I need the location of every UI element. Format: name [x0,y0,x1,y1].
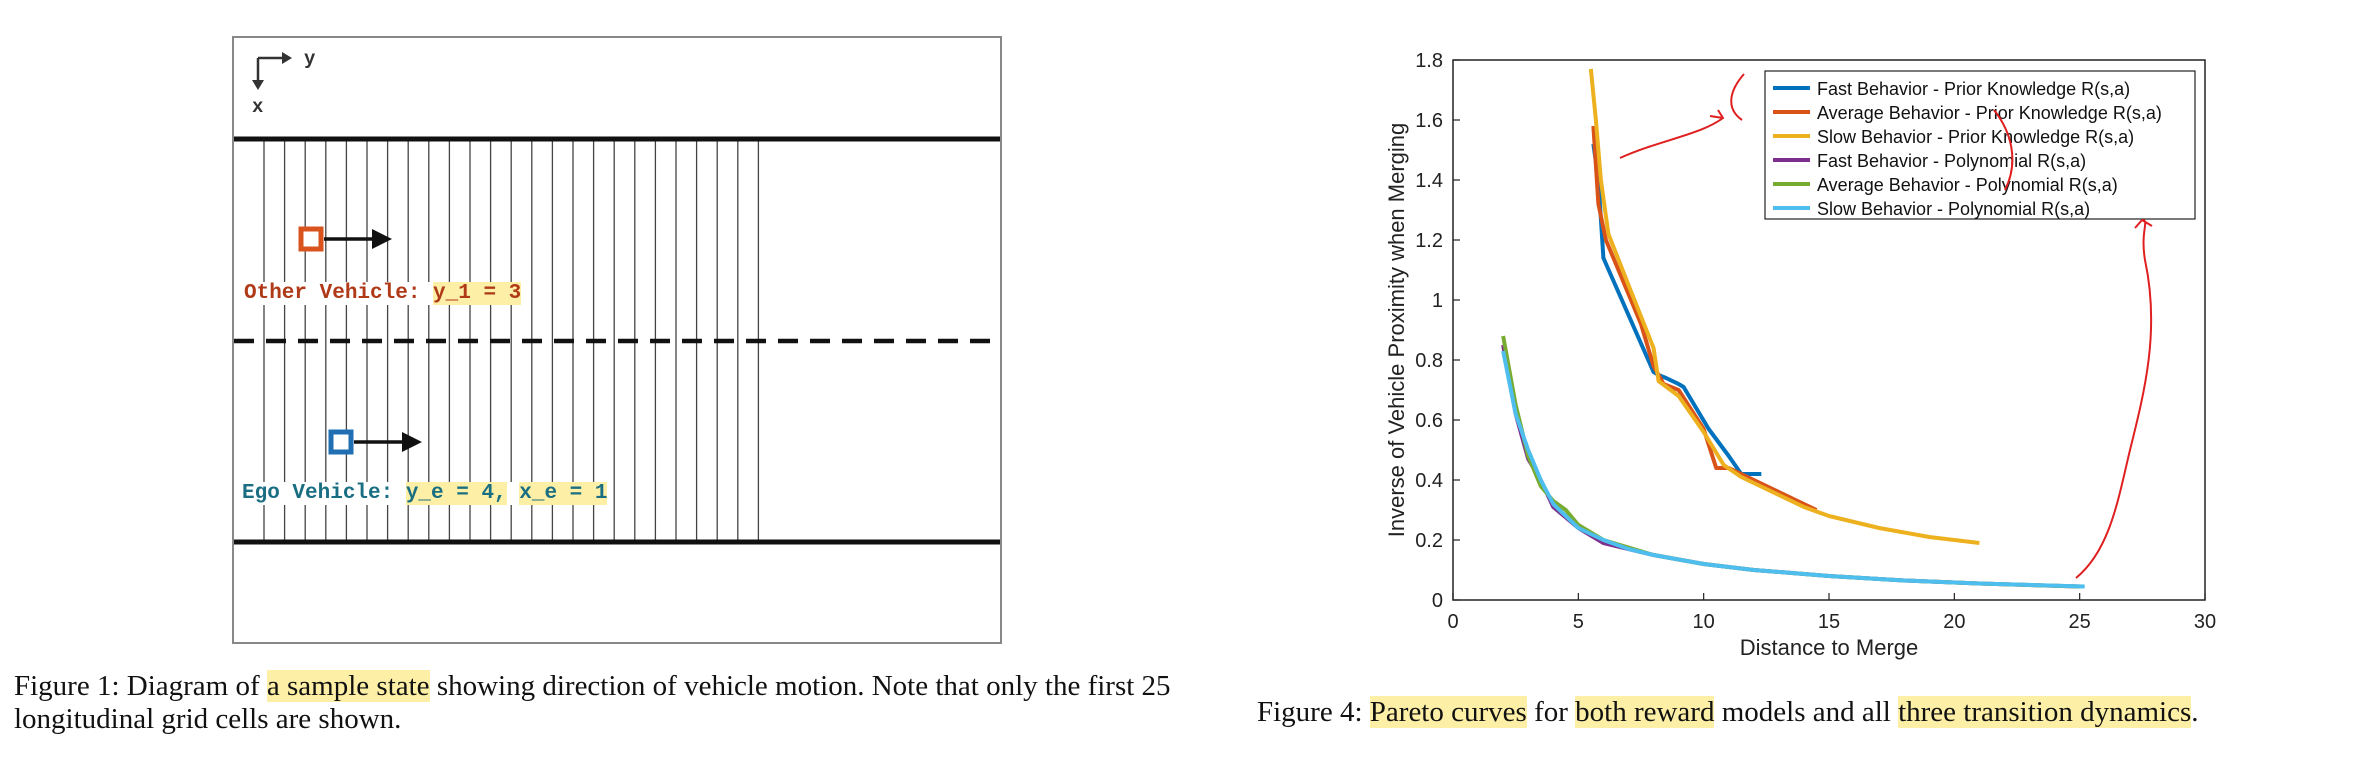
fig4-caption-d: . [2191,696,2199,728]
annotation-brace [1730,73,1745,121]
fig4-caption-b: for [1526,696,1576,728]
figure4-caption: Figure 4: Pareto curves for both reward … [1257,696,2357,729]
y-tick-label: 1 [1432,290,1443,312]
legend-items: Fast Behavior - Prior Knowledge R(s,a) Av… [1773,79,2162,219]
ego-vehicle-arrow-icon [402,432,422,452]
fig1-caption-c: longitudinal grid cells are shown. [14,703,402,735]
y-tick-label: 1.4 [1415,170,1443,192]
other-vehicle-arrow-icon [372,229,392,249]
y-tick-label: 0.6 [1415,410,1443,432]
y-tick-label: 1.8 [1415,50,1443,72]
annotation-arrow-1 [1619,109,1725,159]
axes-indicator: y x [252,48,316,118]
x-tick-label: 20 [1943,611,1965,633]
handwritten-annotations [1619,73,2153,579]
pareto-chart: 0 5 10 15 20 25 30 0 0.2 0.4 0.6 0.8 1 1.2 1.4 1.6 1.8 D… [1384,50,2216,660]
fig4-caption-hl2: both reward [1575,696,1715,728]
legend-entry: Average Behavior - Prior Knowledge R(s,a… [1817,103,2162,123]
y-tick-label: 0.4 [1415,470,1443,492]
ego-label-var2: x_e = 1 [519,482,608,505]
x-axis-label: Distance to Merge [1740,635,1919,660]
series-line-5 [1501,350,2085,589]
series-lines [1501,68,2085,589]
y-axis-label: Inverse of Vehicle Proximity when Mergin… [1384,123,1409,538]
fig4-caption-c: models and all [1714,696,1899,728]
x-tick-label: 5 [1573,611,1584,633]
series-line-0 [1591,143,1762,476]
x-tick-label: 15 [1818,611,1840,633]
ego-label-var1: y_e = 4, [405,482,507,505]
axis-x-label: x [252,96,263,118]
annotation-brace-2 [1993,109,2014,191]
x-tick-label: 10 [1693,611,1715,633]
annotation-arrow-2 [2075,219,2153,579]
x-tick-label: 25 [2069,611,2091,633]
ego-vehicle [328,429,422,455]
y-tick-label: 1.6 [1415,110,1443,132]
ego-vehicle-label: Ego Vehicle: y_e = 4, x_e = 1 [238,482,612,505]
legend-entry: Fast Behavior - Polynomial R(s,a) [1817,151,2086,171]
figure1-diagram: y x Other Vehicle: y_1 = 3 Ego Vehicle: … [232,36,1002,644]
legend: Fast Behavior - Prior Knowledge R(s,a) Av… [1764,70,2196,220]
ylabel-a: Inverse of Vehicle [1384,357,1409,537]
legend-entry: Slow Behavior - Polynomial R(s,a) [1817,199,2090,219]
fig4-caption-hl1: Pareto curves [1369,696,1527,728]
legend-entry: Fast Behavior - Prior Knowledge R(s,a) [1817,79,2130,99]
legend-entry: Average Behavior - Polynomial R(s,a) [1817,175,2118,195]
other-vehicle-box [298,226,324,252]
figure1-caption: Figure 1: Diagram of a sample state show… [14,670,1234,736]
y-tick-label: 0.2 [1415,530,1443,552]
axis-ticks: 0 5 10 15 20 25 30 0 0.2 0.4 0.6 0.8 1 1.2 1.4 1.6 1.8 [1415,50,2216,633]
y-tick-label: 0 [1432,590,1443,612]
ego-vehicle-box [328,429,354,455]
fig4-caption-hl3: three transition dynamics [1898,696,2192,728]
series-line-2 [1588,68,1980,545]
legend-box [1764,70,2196,220]
x-tick-label: 30 [2194,611,2216,633]
figure1-svg: y x [234,48,1000,545]
fig1-caption-hl: a sample state [266,670,430,702]
other-vehicle-label: Other Vehicle: y_1 = 3 [240,282,526,305]
y-tick-label: 1.2 [1415,230,1443,252]
axis-y-label: y [304,48,316,70]
x-tick-label: 0 [1447,611,1458,633]
legend-entry: Slow Behavior - Prior Knowledge R(s,a) [1817,127,2134,147]
other-vehicle [298,226,392,252]
fig4-caption-a: Figure 4: [1257,696,1370,728]
ylabel-hl: Proximity [1384,267,1409,357]
fig1-caption-a: Figure 1: Diagram of [14,670,267,702]
ego-label-prefix: Ego Vehicle: [242,482,406,505]
fig1-caption-b: showing direction of vehicle motion. Not… [429,670,1171,702]
other-label-prefix: Other Vehicle: [244,282,434,305]
y-tick-label: 0.8 [1415,350,1443,372]
series-line-1 [1591,125,1818,512]
other-label-var: y_1 = 3 [433,282,522,305]
ylabel-b: when Merging [1384,123,1409,267]
